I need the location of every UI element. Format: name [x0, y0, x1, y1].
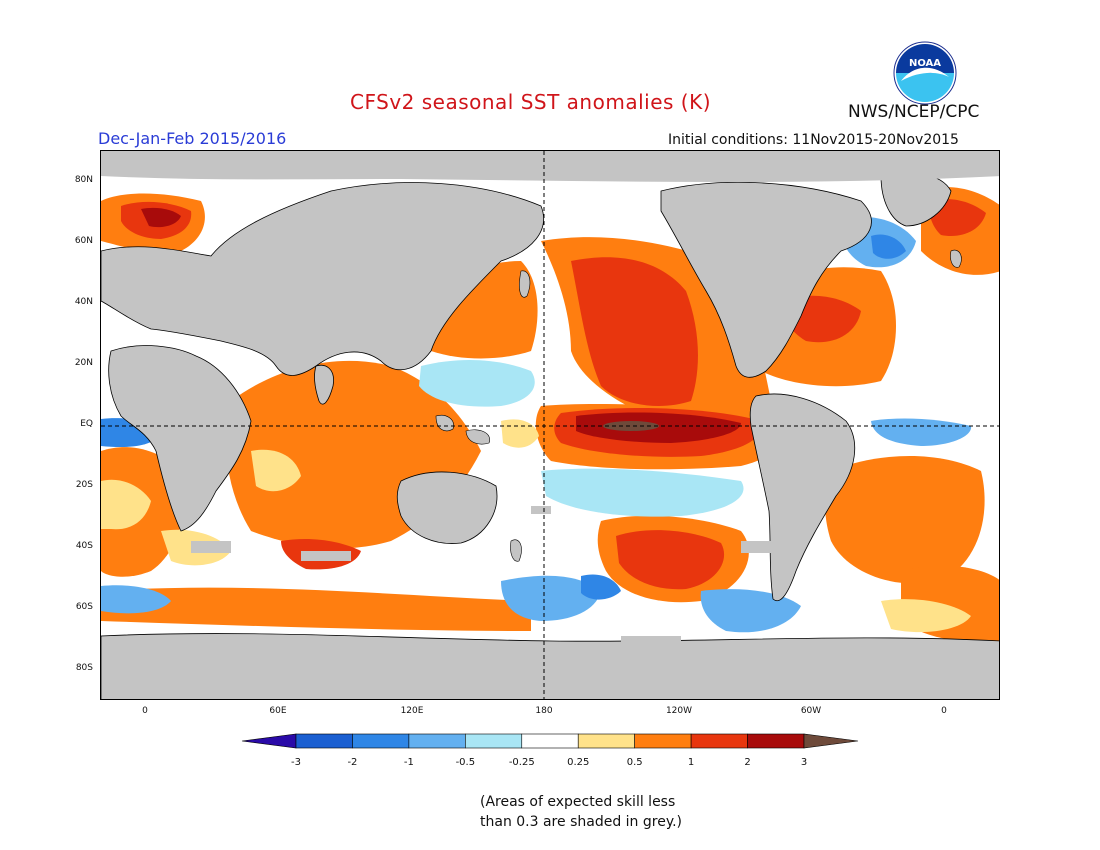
colorbar-label: -1 — [404, 757, 414, 768]
lat-label-60s: 60S — [75, 602, 93, 612]
lat-label-eq: EQ — [80, 419, 93, 429]
season-label: Dec-Jan-Feb 2015/2016 — [98, 129, 287, 148]
colorbar-cell — [521, 733, 579, 749]
lon-label-0-left: 0 — [142, 706, 148, 716]
lat-label-20s: 20S — [75, 480, 93, 490]
colorbar-arrow-low — [241, 733, 297, 749]
colorbar-cell — [747, 733, 805, 749]
map-title: CFSv2 seasonal SST anomalies (K) — [350, 90, 711, 114]
colorbar-label: 1 — [688, 757, 694, 768]
colorbar-label: 0.5 — [627, 757, 643, 768]
colorbar-cell — [352, 733, 410, 749]
colorbar-label: 2 — [744, 757, 750, 768]
logo-text: NOAA — [909, 58, 941, 69]
lon-label-120w: 120W — [665, 706, 693, 716]
colorbar-label: -0.5 — [456, 757, 476, 768]
lat-label-40s: 40S — [75, 541, 93, 551]
colorbar-arrow-high — [803, 733, 859, 749]
lat-label-60n: 60N — [74, 236, 93, 246]
colorbar-cell — [465, 733, 523, 749]
colorbar-label: -0.25 — [509, 757, 535, 768]
lon-label-180: 180 — [535, 706, 553, 716]
colorbar-cell — [408, 733, 466, 749]
initial-conditions-label: Initial conditions: 11Nov2015-20Nov2015 — [668, 132, 959, 148]
colorbar: -3 -2 -1 -0.5 -0.25 0.25 0.5 1 2 3 — [241, 733, 859, 768]
agency-label: NWS/NCEP/CPC — [848, 102, 980, 122]
lon-label-120e: 120E — [400, 706, 424, 716]
map-canvas — [101, 151, 999, 699]
skill-footnote: (Areas of expected skill less than 0.3 a… — [480, 792, 682, 832]
lat-label-40n: 40N — [74, 297, 93, 307]
noaa-logo: NOAA — [893, 41, 957, 105]
colorbar-label: -2 — [347, 757, 357, 768]
skill-footnote-line-2: than 0.3 are shaded in grey.) — [480, 814, 683, 830]
colorbar-label: -3 — [291, 757, 301, 768]
colorbar-label: 3 — [801, 757, 807, 768]
colorbar-cell — [577, 733, 635, 749]
lat-label-80s: 80S — [75, 663, 93, 673]
lon-label-60w: 60W — [800, 706, 822, 716]
lat-label-20n: 20N — [74, 358, 93, 368]
colorbar-cell — [690, 733, 748, 749]
colorbar-cell — [634, 733, 692, 749]
skill-footnote-line-1: (Areas of expected skill less — [480, 794, 676, 810]
lon-label-0-right: 0 — [941, 706, 947, 716]
colorbar-label: 0.25 — [567, 757, 589, 768]
colorbar-cell — [295, 733, 353, 749]
sst-anomaly-map — [100, 150, 1000, 700]
lat-label-80n: 80N — [74, 175, 93, 185]
lon-label-60e: 60E — [269, 706, 287, 716]
